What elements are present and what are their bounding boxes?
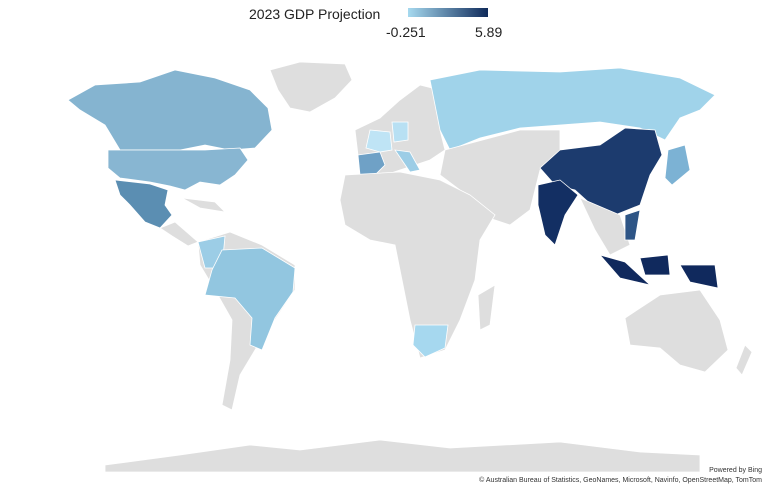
legend-gradient xyxy=(408,8,488,17)
powered-by: Powered by Bing xyxy=(709,467,762,474)
legend-min: -0.251 xyxy=(386,24,426,40)
land xyxy=(67,61,753,473)
legend-title: 2023 GDP Projection xyxy=(249,6,380,22)
legend-max: 5.89 xyxy=(475,24,502,40)
attribution: © Australian Bureau of Statistics, GeoNa… xyxy=(479,476,762,484)
